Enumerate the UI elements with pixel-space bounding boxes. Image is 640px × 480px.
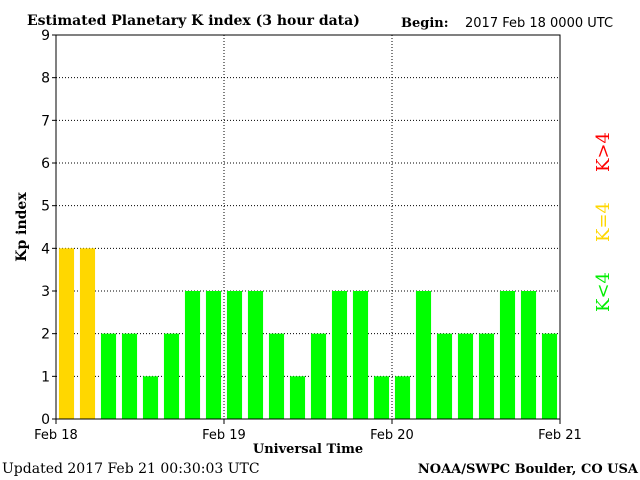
bar-series xyxy=(58,248,558,419)
y-tick-label: 5 xyxy=(41,199,50,215)
kp-bar xyxy=(205,291,222,419)
kp-bar xyxy=(247,291,264,419)
y-axis-label: Kp index xyxy=(14,192,30,262)
y-tick-label: 4 xyxy=(41,241,50,257)
kp-bar xyxy=(520,291,537,419)
kp-bar xyxy=(394,376,411,419)
kp-bar xyxy=(541,333,558,419)
x-tick-label: Feb 19 xyxy=(202,428,246,443)
begin-value: 2017 Feb 18 0000 UTC xyxy=(465,16,613,31)
y-tick-label: 7 xyxy=(41,113,50,129)
updated-text: Updated 2017 Feb 21 00:30:03 UTC xyxy=(2,461,260,477)
plot-frame xyxy=(55,34,561,420)
kp-bar xyxy=(268,333,285,419)
kp-bar xyxy=(373,376,390,419)
y-tick-label: 8 xyxy=(41,71,50,87)
kp-bar xyxy=(331,291,348,419)
kp-bar xyxy=(79,248,96,419)
grid-lines xyxy=(56,35,560,419)
x-tick-label: Feb 21 xyxy=(538,428,582,443)
y-tick-label: 3 xyxy=(41,284,50,300)
y-tick-label: 9 xyxy=(41,28,50,44)
legend-high: K>4 xyxy=(593,132,614,172)
kp-bar xyxy=(58,248,75,419)
kp-bar xyxy=(226,291,243,419)
kp-bar xyxy=(163,333,180,419)
y-axis-ticks: 0 1 2 3 4 5 6 7 8 9 xyxy=(41,28,56,428)
x-axis-ticks: Feb 18 Feb 19 Feb 20 Feb 21 xyxy=(34,419,582,443)
y-tick-label: 6 xyxy=(41,156,50,172)
kp-bar xyxy=(121,333,138,419)
y-tick-label: 2 xyxy=(41,327,50,343)
kp-bar xyxy=(352,291,369,419)
kp-bar xyxy=(142,376,159,419)
x-tick-label: Feb 18 xyxy=(34,428,78,443)
y-tick-label: 0 xyxy=(41,412,50,428)
legend-low: K<4 xyxy=(593,272,614,312)
kp-bar xyxy=(499,291,516,419)
source-text: NOAA/SWPC Boulder, CO USA xyxy=(418,462,639,477)
x-axis-label: Universal Time xyxy=(253,442,363,457)
kp-bar xyxy=(310,333,327,419)
x-tick-label: Feb 20 xyxy=(370,428,414,443)
kp-bar xyxy=(436,333,453,419)
kp-bar xyxy=(415,291,432,419)
y-tick-label: 1 xyxy=(41,369,50,385)
begin-label: Begin: xyxy=(401,16,449,31)
kp-bar xyxy=(100,333,117,419)
kp-bar xyxy=(289,376,306,419)
legend-mid: K=4 xyxy=(593,202,614,242)
kp-bar xyxy=(478,333,495,419)
kp-bar xyxy=(457,333,474,419)
chart-title: Estimated Planetary K index (3 hour data… xyxy=(27,13,360,29)
kp-bar xyxy=(184,291,201,419)
